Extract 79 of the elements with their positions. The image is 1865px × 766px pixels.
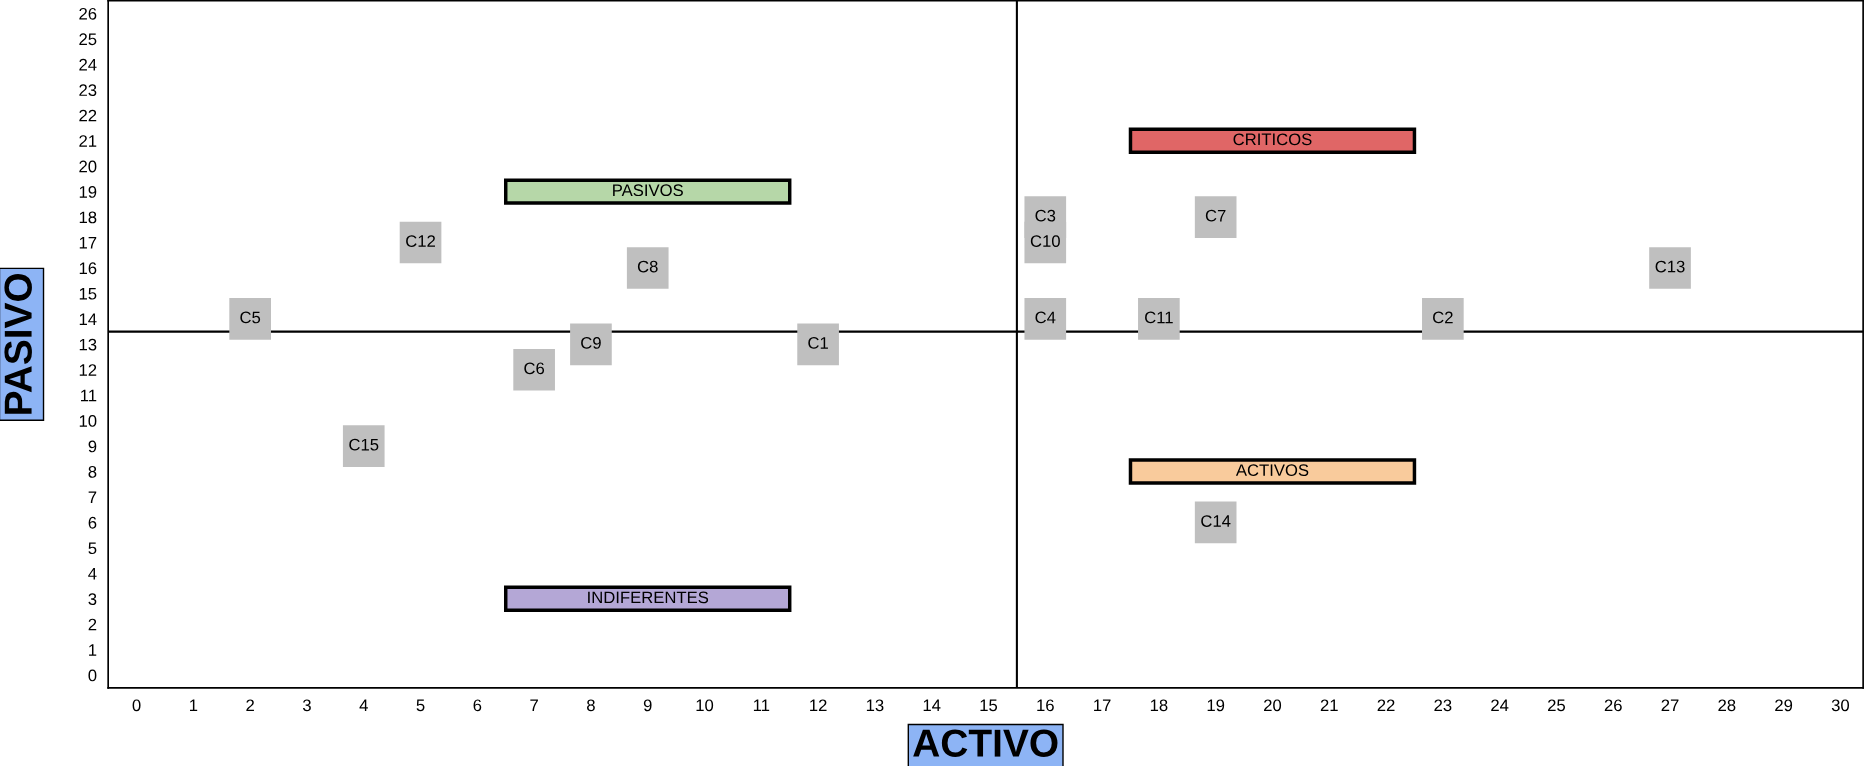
x-tick-label: 28 bbox=[1718, 699, 1736, 712]
y-tick-label: 0 bbox=[88, 669, 97, 682]
x-tick-label: 5 bbox=[416, 699, 425, 712]
annotation: C2 bbox=[1433, 311, 1453, 324]
y-tick-label: 19 bbox=[79, 186, 97, 198]
y-tick-label: 8 bbox=[88, 465, 97, 478]
y-tick-label: 25 bbox=[79, 33, 97, 46]
annotation: C7 bbox=[1205, 209, 1226, 222]
y-tick-label: 21 bbox=[79, 135, 97, 147]
y-tick-label: 24 bbox=[79, 58, 97, 71]
x-tick-label: 14 bbox=[923, 699, 941, 712]
y-tick-label: 12 bbox=[79, 364, 97, 376]
annotation: C5 bbox=[240, 311, 261, 324]
y-tick-label: 16 bbox=[79, 262, 97, 275]
annotation: C6 bbox=[524, 362, 545, 375]
annotation: C15 bbox=[349, 438, 379, 451]
annotation: C3 bbox=[1035, 209, 1056, 222]
x-tick-label: 15 bbox=[980, 699, 998, 712]
y-tick-label: 18 bbox=[79, 211, 97, 224]
band-label: CRITICOS bbox=[1233, 133, 1312, 146]
y-tick-label: 6 bbox=[88, 516, 97, 529]
x-tick-label: 13 bbox=[866, 699, 884, 712]
annotation: C8 bbox=[637, 260, 658, 273]
y-tick-label: 4 bbox=[88, 567, 97, 580]
y-tick-label: 13 bbox=[79, 338, 97, 351]
x-tick-label: 17 bbox=[1094, 699, 1111, 712]
x-axis-title: ACTIVO bbox=[913, 729, 1058, 757]
annotation: C9 bbox=[581, 336, 601, 349]
x-tick-label: 21 bbox=[1320, 699, 1338, 712]
y-tick-label: 7 bbox=[88, 491, 97, 504]
x-tick-label: 7 bbox=[530, 699, 538, 712]
band-label: PASIVOS bbox=[613, 184, 683, 197]
y-tick-label: 5 bbox=[88, 542, 97, 555]
annotation: C11 bbox=[1145, 311, 1173, 324]
y-tick-label: 10 bbox=[79, 415, 97, 427]
y-tick-label: 15 bbox=[79, 287, 97, 300]
x-tick-label: 29 bbox=[1775, 699, 1793, 712]
x-tick-label: 11 bbox=[753, 699, 770, 712]
y-tick-label: 23 bbox=[79, 84, 97, 97]
x-tick-label: 30 bbox=[1831, 699, 1850, 712]
annotation: C13 bbox=[1655, 260, 1685, 273]
annotation: C1 bbox=[808, 336, 828, 349]
x-tick-label: 20 bbox=[1264, 699, 1282, 712]
annotation: C4 bbox=[1035, 311, 1056, 324]
annotation: C10 bbox=[1030, 235, 1060, 247]
y-tick-label: 1 bbox=[89, 644, 97, 656]
x-tick-label: 24 bbox=[1491, 699, 1509, 712]
x-tick-label: 6 bbox=[473, 699, 482, 712]
x-tick-label: 4 bbox=[359, 699, 368, 712]
y-tick-label: 17 bbox=[79, 237, 97, 249]
x-tick-label: 0 bbox=[132, 699, 141, 712]
band-label: ACTIVOS bbox=[1235, 464, 1309, 477]
x-tick-label: 12 bbox=[810, 699, 827, 712]
x-tick-label: 23 bbox=[1434, 699, 1452, 712]
y-tick-label: 20 bbox=[79, 160, 97, 173]
y-tick-label: 26 bbox=[79, 7, 97, 20]
annotation: C12 bbox=[406, 235, 435, 247]
x-tick-label: 26 bbox=[1604, 699, 1622, 712]
x-tick-label: 9 bbox=[643, 699, 652, 712]
x-tick-label: 8 bbox=[587, 699, 595, 712]
y-tick-label: 14 bbox=[79, 313, 97, 325]
band-label: INDIFERENTES bbox=[588, 591, 709, 604]
y-tick-label: 11 bbox=[81, 389, 97, 402]
y-tick-label: 9 bbox=[88, 440, 97, 453]
x-tick-label: 19 bbox=[1207, 699, 1225, 712]
x-tick-label: 2 bbox=[246, 699, 254, 712]
y-tick-label: 2 bbox=[88, 618, 97, 631]
x-tick-label: 16 bbox=[1037, 699, 1054, 712]
y-tick-label: 22 bbox=[79, 109, 97, 122]
x-tick-label: 25 bbox=[1548, 699, 1566, 712]
x-tick-label: 1 bbox=[190, 699, 198, 712]
x-tick-label: 27 bbox=[1661, 699, 1679, 712]
y-tick-label: 3 bbox=[88, 593, 97, 605]
annotation: C14 bbox=[1201, 515, 1231, 527]
x-tick-label: 10 bbox=[696, 699, 714, 712]
x-tick-label: 22 bbox=[1377, 699, 1395, 712]
x-tick-label: 3 bbox=[302, 699, 311, 712]
x-tick-label: 18 bbox=[1150, 699, 1168, 712]
y-axis-title: PASIVO bbox=[4, 273, 32, 414]
